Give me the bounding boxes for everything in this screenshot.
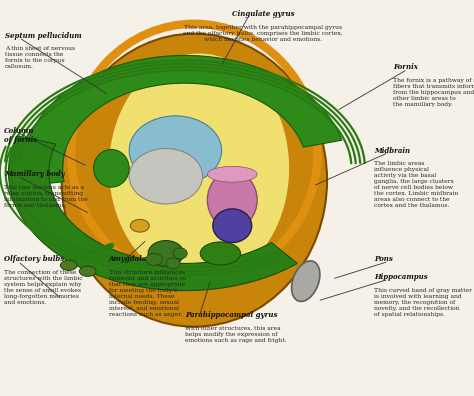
Text: Amygdala: Amygdala (109, 255, 147, 263)
Polygon shape (23, 55, 342, 186)
Text: This structure influences
behavior and activities so
that they are appropriate
f: This structure influences behavior and a… (109, 270, 186, 317)
Ellipse shape (130, 219, 149, 232)
Ellipse shape (129, 148, 202, 204)
Ellipse shape (109, 53, 289, 283)
Ellipse shape (207, 166, 257, 182)
Text: A thin sheet of nervous
tissue connects the
fornix to the corpus
callosum.: A thin sheet of nervous tissue connects … (5, 46, 75, 69)
Text: The connection of these
structures with the limbic
system helps explain why
the : The connection of these structures with … (4, 270, 82, 305)
Ellipse shape (62, 34, 327, 327)
Ellipse shape (80, 266, 96, 276)
Polygon shape (9, 136, 297, 291)
Text: Cingulate gyrus: Cingulate gyrus (232, 10, 294, 18)
Ellipse shape (213, 209, 252, 242)
Text: Column
of fornix: Column of fornix (4, 127, 37, 144)
Ellipse shape (61, 260, 77, 270)
Ellipse shape (200, 242, 241, 265)
Text: With other structures, this area
helps modify the expression of
emotions such as: With other structures, this area helps m… (185, 326, 286, 343)
Ellipse shape (207, 171, 257, 228)
Text: The fornix is a pathway of nerve
fibers that transmits information
from the hipp: The fornix is a pathway of nerve fibers … (393, 78, 474, 107)
Text: Septum pellucidum: Septum pellucidum (5, 32, 82, 40)
Ellipse shape (292, 261, 320, 301)
Ellipse shape (148, 240, 184, 266)
Text: This tiny nucleus acts as a
relay station, transmitting
information to and from : This tiny nucleus acts as a relay statio… (4, 185, 88, 208)
Text: Olfactory bulbs: Olfactory bulbs (4, 255, 64, 263)
Text: Fornix: Fornix (393, 63, 418, 71)
Text: Hippocampus: Hippocampus (374, 273, 428, 281)
Ellipse shape (94, 149, 129, 187)
Text: This curved band of gray matter
is involved with learning and
memory, the recogn: This curved band of gray matter is invol… (374, 288, 473, 317)
Text: This area, together with the parahippocampal gyrus
and the olfactory bulbs, comp: This area, together with the parahippoca… (183, 25, 343, 42)
Text: The limbic areas
influence physical
activity via the basal
ganglia, the large cl: The limbic areas influence physical acti… (374, 161, 459, 208)
Text: Mamillary body: Mamillary body (4, 170, 64, 178)
Ellipse shape (173, 248, 187, 259)
Text: Midbrain: Midbrain (374, 147, 410, 154)
Ellipse shape (129, 116, 221, 185)
Ellipse shape (146, 253, 162, 265)
Ellipse shape (166, 258, 180, 269)
Text: Parahippocampal gyrus: Parahippocampal gyrus (185, 311, 277, 319)
Text: Pons: Pons (374, 255, 393, 263)
